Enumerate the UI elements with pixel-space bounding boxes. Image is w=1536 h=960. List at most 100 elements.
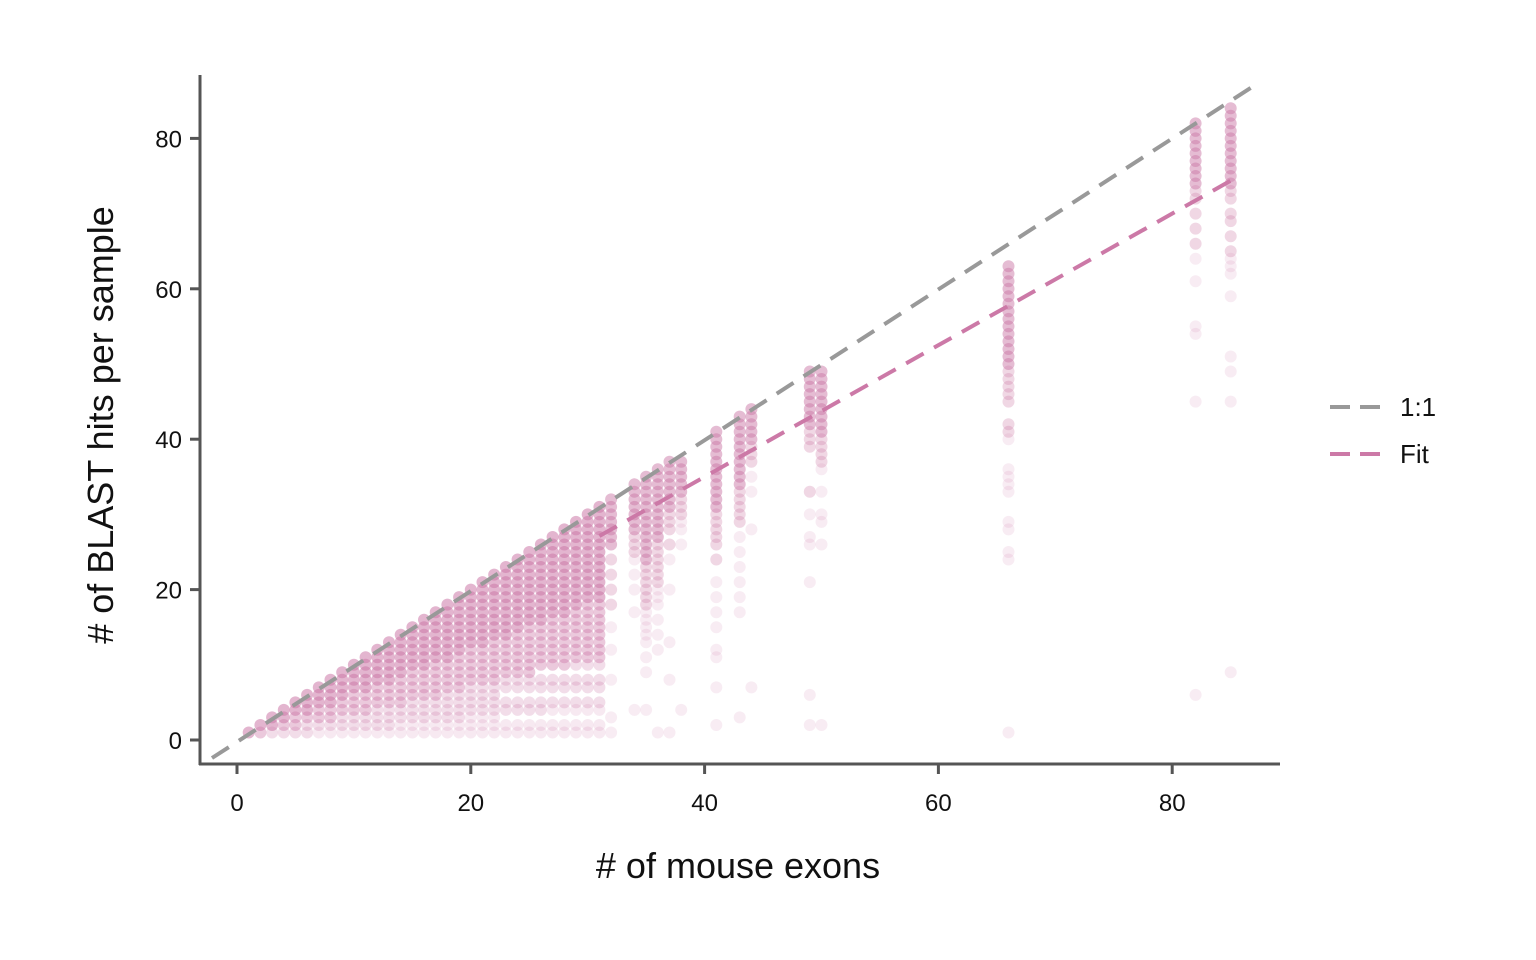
data-point xyxy=(710,591,723,604)
data-point xyxy=(347,719,360,731)
data-point xyxy=(581,719,594,731)
data-point xyxy=(383,688,395,701)
data-point xyxy=(359,696,372,709)
data-point xyxy=(511,673,524,686)
data-point xyxy=(733,711,746,724)
data-point xyxy=(733,500,746,513)
data-point xyxy=(534,726,547,739)
data-point xyxy=(336,703,349,716)
data-point xyxy=(710,523,723,536)
data-point xyxy=(254,719,267,731)
data-point xyxy=(1224,290,1237,303)
data-point xyxy=(394,711,407,724)
data-point xyxy=(476,666,489,679)
data-point xyxy=(336,719,349,731)
data-point xyxy=(488,726,501,739)
data-point xyxy=(383,719,395,731)
data-point xyxy=(476,651,489,664)
data-point xyxy=(534,673,547,686)
data-point xyxy=(710,606,723,619)
data-point xyxy=(464,696,477,709)
data-point xyxy=(663,553,676,566)
data-point xyxy=(546,636,559,649)
data-point xyxy=(324,719,337,731)
data-point xyxy=(429,711,442,724)
data-point xyxy=(534,719,547,731)
data-point xyxy=(347,726,360,739)
data-point xyxy=(663,673,676,686)
data-point xyxy=(815,719,828,731)
data-point xyxy=(1002,523,1015,536)
data-point xyxy=(476,703,489,716)
data-point xyxy=(628,538,641,551)
data-point xyxy=(289,719,302,731)
data-point xyxy=(593,681,606,694)
data-point xyxy=(1002,478,1015,491)
data-point xyxy=(558,643,571,656)
data-point xyxy=(733,591,746,604)
data-point xyxy=(1224,245,1237,258)
data-point xyxy=(558,621,571,634)
data-point xyxy=(640,703,653,716)
data-point xyxy=(570,613,582,626)
data-point xyxy=(441,598,454,611)
data-point xyxy=(546,719,559,731)
data-point xyxy=(593,651,606,664)
data-point xyxy=(499,719,512,731)
data-point xyxy=(347,703,360,716)
data-point xyxy=(476,681,489,694)
data-point xyxy=(605,583,618,596)
data-point xyxy=(663,726,676,739)
data-point xyxy=(429,719,442,731)
reference-lines xyxy=(210,82,1258,760)
data-point xyxy=(570,621,582,634)
data-point xyxy=(581,681,594,694)
data-point xyxy=(1224,365,1237,378)
data-point xyxy=(675,508,688,521)
data-point xyxy=(488,658,501,671)
data-point xyxy=(429,681,442,694)
data-point xyxy=(570,636,582,649)
data-point xyxy=(628,703,641,716)
data-point xyxy=(441,696,454,709)
data-point xyxy=(523,651,536,664)
data-point xyxy=(453,696,466,709)
data-point xyxy=(1224,102,1237,115)
data-point xyxy=(546,628,559,641)
data-point xyxy=(1189,207,1202,220)
data-point xyxy=(301,719,314,731)
data-point xyxy=(464,711,477,724)
data-point xyxy=(523,628,536,641)
data-point xyxy=(733,561,746,573)
data-point xyxy=(710,515,723,528)
data-point xyxy=(347,696,360,709)
data-point xyxy=(534,681,547,694)
data-point xyxy=(745,455,758,468)
data-point xyxy=(406,681,419,694)
data-point xyxy=(815,485,828,498)
data-point xyxy=(418,613,430,626)
data-point xyxy=(1189,688,1202,701)
data-point xyxy=(499,726,512,739)
data-point xyxy=(605,598,618,611)
data-point xyxy=(464,681,477,694)
data-point xyxy=(628,553,641,566)
data-point xyxy=(394,681,407,694)
data-point xyxy=(558,636,571,649)
data-point xyxy=(406,711,419,724)
data-point xyxy=(1002,553,1015,566)
data-point xyxy=(815,440,828,453)
y-tick-label: 20 xyxy=(155,578,182,605)
data-point xyxy=(394,719,407,731)
data-point xyxy=(1224,192,1237,205)
data-point xyxy=(406,726,419,739)
data-point xyxy=(1189,275,1202,288)
data-point xyxy=(593,636,606,649)
data-point xyxy=(464,666,477,679)
data-point xyxy=(733,531,746,543)
data-point xyxy=(406,719,419,731)
data-point xyxy=(570,673,582,686)
data-point xyxy=(733,515,746,528)
data-point xyxy=(464,651,477,664)
